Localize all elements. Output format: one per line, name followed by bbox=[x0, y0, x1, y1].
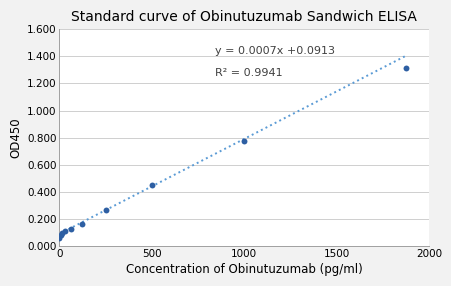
Y-axis label: OD450: OD450 bbox=[10, 117, 23, 158]
Point bbox=[240, 139, 247, 143]
Point bbox=[59, 231, 66, 235]
Point bbox=[101, 208, 109, 212]
Point bbox=[57, 233, 64, 237]
X-axis label: Concentration of Obinutuzumab (pg/ml): Concentration of Obinutuzumab (pg/ml) bbox=[125, 263, 362, 276]
Point bbox=[55, 235, 63, 240]
Text: y = 0.0007x +0.0913: y = 0.0007x +0.0913 bbox=[214, 46, 334, 56]
Point bbox=[148, 183, 155, 188]
Text: R² = 0.9941: R² = 0.9941 bbox=[214, 68, 282, 78]
Title: Standard curve of Obinutuzumab Sandwich ELISA: Standard curve of Obinutuzumab Sandwich … bbox=[71, 10, 416, 24]
Point bbox=[67, 227, 74, 231]
Point bbox=[401, 66, 409, 71]
Point bbox=[61, 229, 69, 233]
Point bbox=[78, 222, 86, 226]
